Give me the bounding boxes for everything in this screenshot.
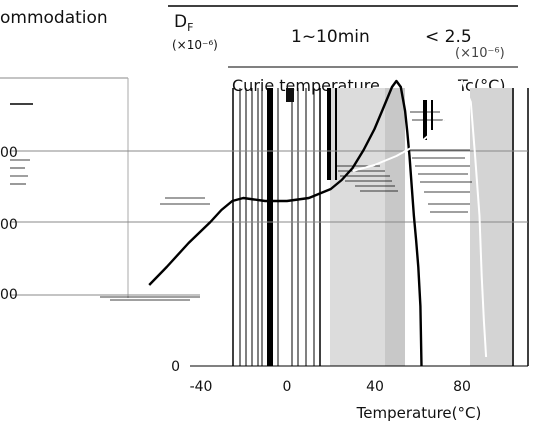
series-line-white xyxy=(352,80,488,358)
gray-band-3 xyxy=(470,88,514,366)
time-value: 1~10min xyxy=(291,27,370,47)
y-tick-label-partial: 00 xyxy=(0,145,18,161)
hatch-texture xyxy=(10,111,472,301)
accommodation-header-fragment: ommodation xyxy=(0,8,108,28)
y-tick-label-zero: 0 xyxy=(171,359,180,375)
x-tick-label: -40 xyxy=(190,379,213,395)
df-header: DF xyxy=(174,12,194,34)
x-tick-label: 0 xyxy=(283,379,292,395)
limit-unit-fragment: (×10⁻⁶) xyxy=(455,46,505,61)
series-layer xyxy=(148,79,488,367)
df-subscript: F xyxy=(187,21,194,34)
series-line-black xyxy=(148,79,423,367)
x-tick-labels: -40 0 40 80 xyxy=(190,379,471,395)
small-marker xyxy=(286,88,294,102)
x-tick-label: 80 xyxy=(453,379,471,395)
gray-band-2 xyxy=(385,88,405,366)
y-tick-label-partial: 00 xyxy=(0,287,18,303)
y-tick-label-partial: 00 xyxy=(0,217,18,233)
vertical-stripes xyxy=(232,88,529,366)
limit-value: < 2.5 xyxy=(425,27,472,47)
x-axis-label: Temperature(°C) xyxy=(356,404,482,422)
df-symbol: D xyxy=(174,12,188,32)
df-unit-fragment: (×10⁻⁶) xyxy=(172,38,218,52)
y-tick-labels: 00 00 00 0 xyxy=(0,145,180,375)
grid-lines xyxy=(10,150,528,296)
x-tick-label: 40 xyxy=(366,379,384,395)
